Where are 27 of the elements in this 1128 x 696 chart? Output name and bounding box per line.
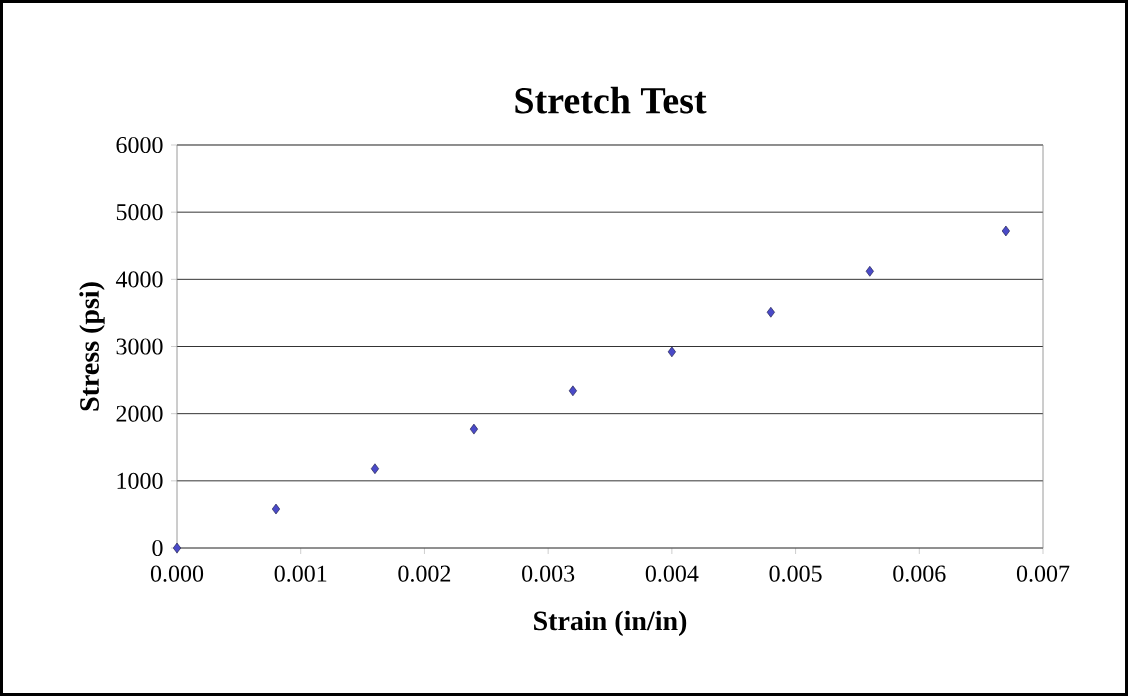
point [766,306,775,318]
chart-title: Stretch Test [515,86,707,114]
y-tick-label: 4000 [115,271,163,288]
x-tick-label: 0.003 [522,565,575,582]
x-tick-label: 0.005 [769,565,822,582]
x-axis-title: Strain (in/in) [534,610,687,637]
x-tick-label: 0.004 [645,565,699,582]
point [271,503,281,515]
point [370,463,379,475]
point [667,346,676,358]
y-axis-title: Stress (psi) [79,282,105,411]
x-tick-label: 0.002 [398,565,451,582]
y-tick-label: 0 [152,539,163,557]
x-tick-label: 0.007 [1016,565,1070,582]
x-tick-label: 0.001 [274,565,327,582]
point [172,542,182,554]
y-tick-label: 6000 [116,136,163,154]
point [469,423,478,435]
point [568,385,577,397]
y-tick-label: 5000 [116,204,163,221]
y-tick-label: 1000 [117,472,163,489]
y-tick-label: 3000 [116,338,163,355]
point [1001,225,1010,237]
y-tick-label: 2000 [116,405,163,422]
x-tick-label: 0.006 [893,565,946,582]
point [865,265,874,277]
x-tick-label: 0.000 [150,565,204,582]
